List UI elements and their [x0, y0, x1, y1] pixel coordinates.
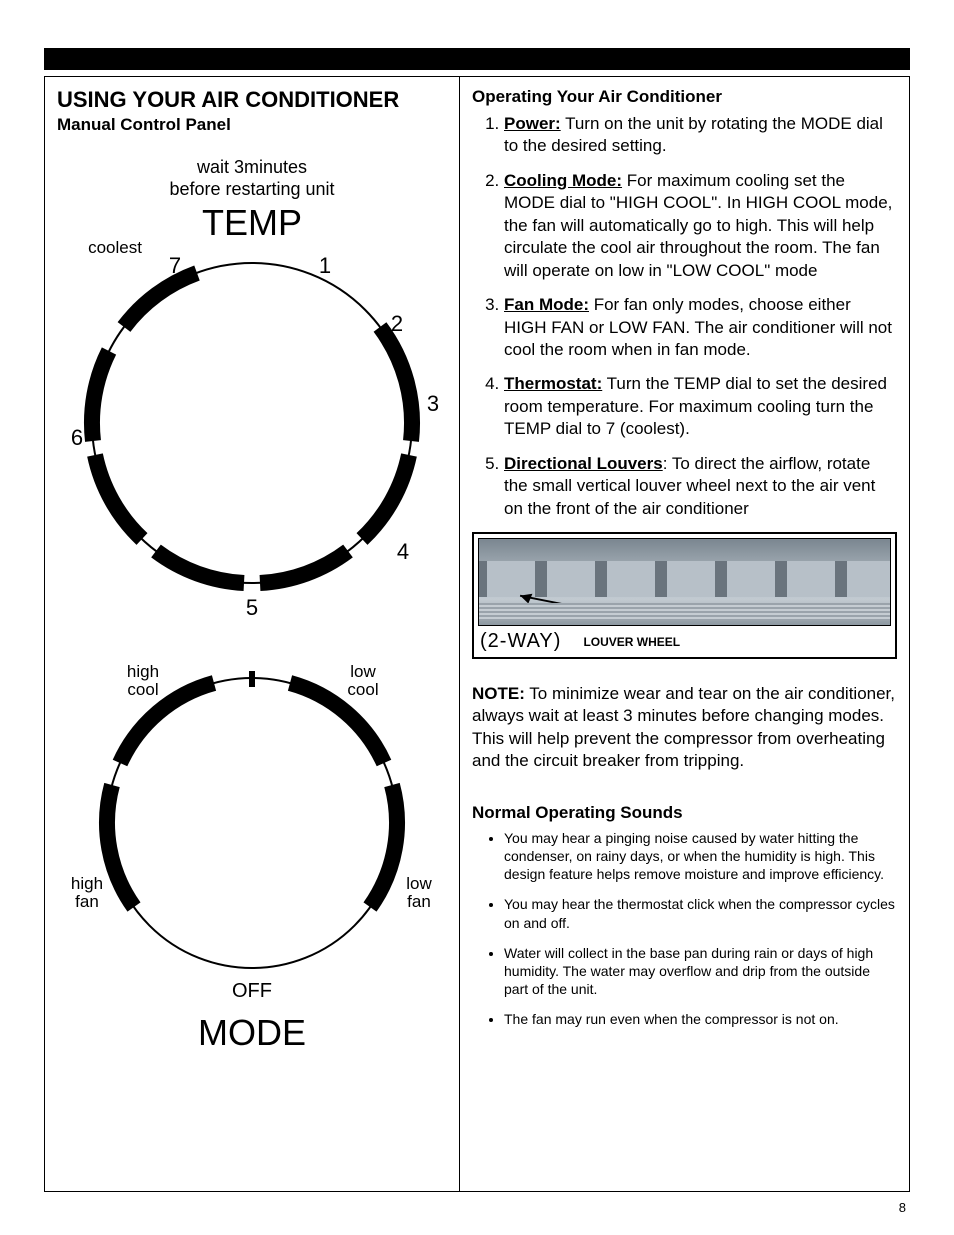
- temp-wait-line1: wait 3minutes: [196, 157, 307, 177]
- instruction-text: Turn on the unit by rotating the MODE di…: [504, 114, 883, 155]
- temp-tick-7: 7: [169, 253, 181, 278]
- sounds-item: You may hear the thermostat click when t…: [504, 895, 897, 931]
- temp-tick-5: 5: [246, 595, 258, 620]
- operating-heading: Operating Your Air Conditioner: [472, 87, 897, 107]
- temp-tick-6: 6: [71, 425, 83, 450]
- sounds-item: You may hear a pinging noise caused by w…: [504, 829, 897, 884]
- dials-svg: wait 3minutes before restarting unit TEM…: [57, 143, 447, 1063]
- instruction-item: Fan Mode: For fan only modes, choose eit…: [504, 294, 897, 361]
- section-subtitle: Manual Control Panel: [57, 115, 447, 135]
- sounds-item: The fan may run even when the compressor…: [504, 1010, 897, 1028]
- note-label: NOTE:: [472, 684, 525, 703]
- temp-dial: wait 3minutes before restarting unit TEM…: [71, 157, 439, 620]
- mode-low-cool-2: cool: [347, 680, 378, 699]
- instruction-label: Directional Louvers: [504, 454, 663, 473]
- mode-high-fan-1: high: [71, 874, 103, 893]
- instruction-label: Cooling Mode:: [504, 171, 622, 190]
- louver-image: [478, 538, 891, 626]
- temp-tick-2: 2: [391, 311, 403, 336]
- louver-figure: (2-WAY) LOUVER WHEEL: [472, 532, 897, 659]
- mode-off-label: OFF: [232, 980, 272, 1002]
- temp-tick-3: 3: [427, 391, 439, 416]
- louver-two-way: (2-WAY): [480, 630, 561, 653]
- section-title: USING YOUR AIR CONDITIONER: [57, 87, 447, 113]
- mode-low-fan-2: fan: [407, 892, 431, 911]
- sounds-list: You may hear a pinging noise caused by w…: [472, 829, 897, 1029]
- mode-high-fan-2: fan: [75, 892, 99, 911]
- mode-low-cool-1: low: [350, 662, 376, 681]
- sounds-item: Water will collect in the base pan durin…: [504, 944, 897, 999]
- temp-heading: TEMP: [202, 202, 302, 243]
- page: USING YOUR AIR CONDITIONER Manual Contro…: [0, 0, 954, 1235]
- temp-tick-4: 4: [397, 539, 409, 564]
- note-paragraph: NOTE: To minimize wear and tear on the a…: [472, 683, 897, 773]
- mode-high-cool-1: high: [127, 662, 159, 681]
- instruction-item: Directional Louvers: To direct the airfl…: [504, 453, 897, 520]
- content-frame: USING YOUR AIR CONDITIONER Manual Contro…: [44, 76, 910, 1192]
- right-column: Operating Your Air Conditioner Power: Tu…: [460, 77, 909, 1191]
- instruction-label: Thermostat:: [504, 374, 602, 393]
- temp-wait-line2: before restarting unit: [169, 179, 334, 199]
- left-column: USING YOUR AIR CONDITIONER Manual Contro…: [45, 77, 460, 1191]
- control-panel-diagram: wait 3minutes before restarting unit TEM…: [57, 143, 447, 1068]
- mode-heading: MODE: [198, 1012, 306, 1053]
- page-number: 8: [899, 1200, 906, 1215]
- instruction-item: Power: Turn on the unit by rotating the …: [504, 113, 897, 158]
- instruction-label: Power:: [504, 114, 561, 133]
- note-text: To minimize wear and tear on the air con…: [472, 684, 895, 770]
- temp-ring: [92, 263, 412, 583]
- louver-caption: (2-WAY) LOUVER WHEEL: [478, 626, 891, 655]
- sounds-heading: Normal Operating Sounds: [472, 803, 897, 823]
- mode-dial: high cool low cool high fan low fan OFF …: [71, 662, 433, 1053]
- instruction-item: Thermostat: Turn the TEMP dial to set th…: [504, 373, 897, 440]
- instruction-list: Power: Turn on the unit by rotating the …: [472, 113, 897, 520]
- louver-wheel-label: LOUVER WHEEL: [583, 635, 680, 649]
- temp-coolest-label: coolest: [88, 238, 142, 257]
- mode-high-cool-2: cool: [127, 680, 158, 699]
- mode-low-fan-1: low: [406, 874, 432, 893]
- header-bar: [44, 48, 910, 70]
- temp-tick-1: 1: [319, 253, 331, 278]
- instruction-label: Fan Mode:: [504, 295, 589, 314]
- instruction-item: Cooling Mode: For maximum cooling set th…: [504, 170, 897, 282]
